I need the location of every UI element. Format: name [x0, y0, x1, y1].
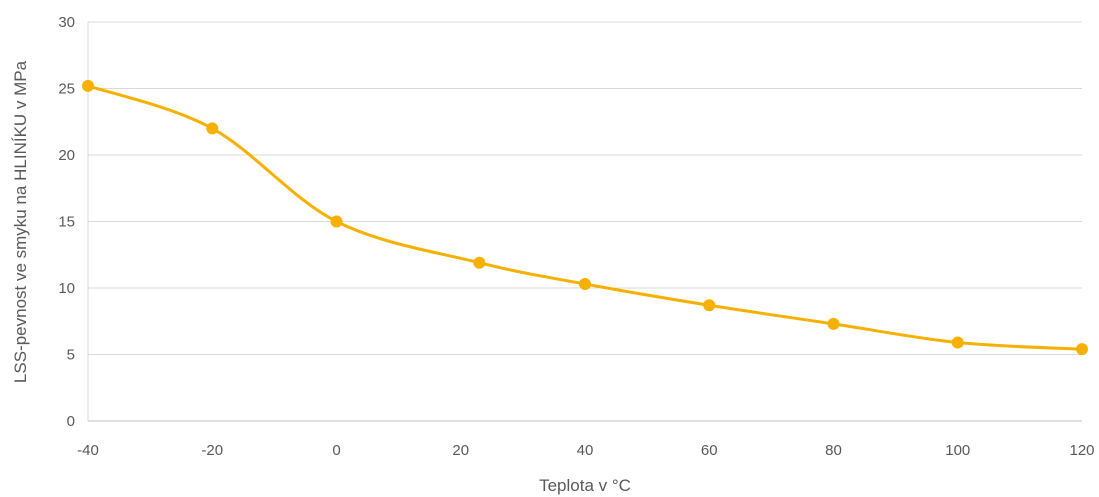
- series-line-0: [86, 84, 1084, 351]
- y-tick-label: 30: [58, 14, 75, 31]
- x-tick-label: 0: [332, 442, 340, 459]
- x-tick-label: 60: [701, 442, 718, 459]
- data-point-6: [827, 317, 840, 330]
- y-tick-label: 0: [67, 413, 75, 430]
- y-tick-label: 25: [58, 81, 75, 98]
- series-layer: [82, 79, 1088, 356]
- data-point-1: [206, 122, 219, 135]
- x-tick-label: -40: [77, 442, 99, 459]
- x-tick-label: 20: [452, 442, 469, 459]
- data-point-7: [951, 336, 964, 349]
- x-tick-label: -20: [201, 442, 223, 459]
- y-axis-title: LSS-pevnost ve smyku na HLINÍKU v MPa: [11, 60, 30, 383]
- x-axis-ticks: -40 -20 0 20 40 60 80 100 120: [77, 442, 1094, 459]
- y-axis-ticks: 0 5 10 15 20 25 30: [58, 14, 75, 430]
- x-tick-label: 80: [825, 442, 842, 459]
- x-tick-label: 100: [945, 442, 970, 459]
- x-tick-label: 120: [1069, 442, 1094, 459]
- x-tick-label: 40: [577, 442, 594, 459]
- data-point-2: [330, 215, 343, 228]
- x-axis-title: Teplota v °C: [539, 476, 631, 495]
- y-tick-label: 20: [58, 147, 75, 164]
- y-tick-label: 15: [58, 214, 75, 231]
- y-tick-label: 5: [67, 347, 75, 364]
- grid-lines: [87, 21, 1082, 422]
- data-point-8: [1076, 343, 1088, 356]
- data-point-4: [579, 278, 591, 291]
- data-point-3: [473, 256, 486, 269]
- y-tick-label: 10: [58, 280, 75, 297]
- data-point-5: [703, 299, 716, 312]
- data-point-0: [82, 79, 94, 92]
